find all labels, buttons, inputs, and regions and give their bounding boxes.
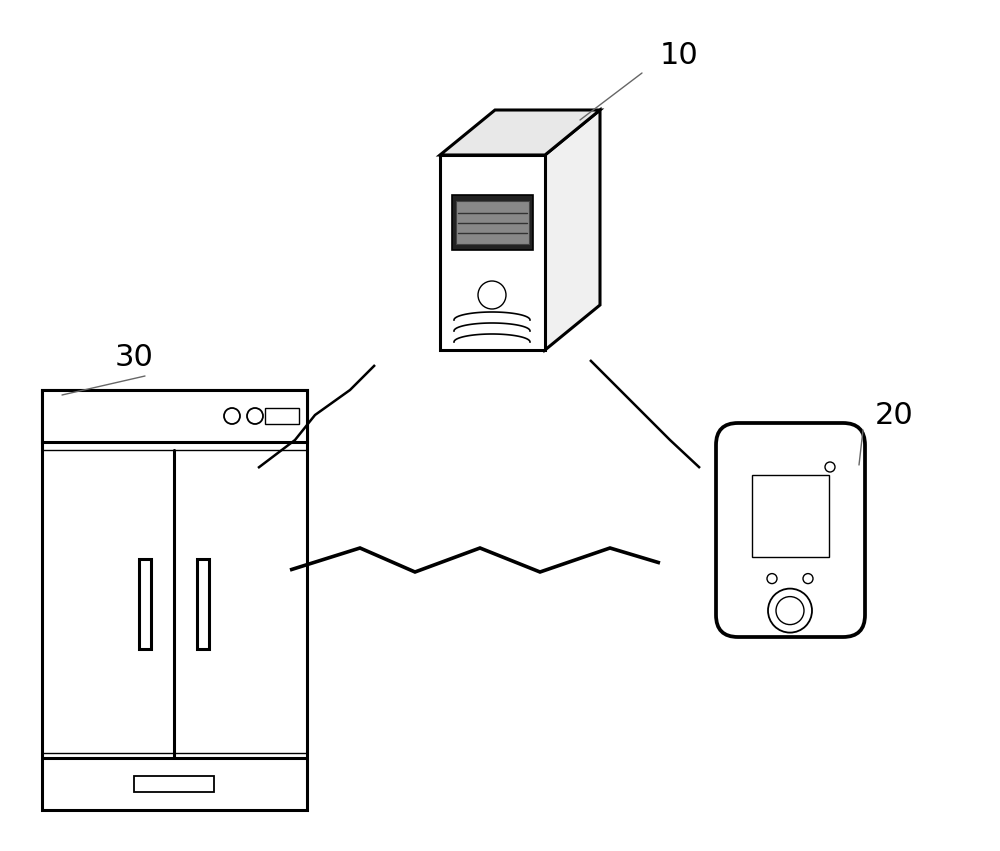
Polygon shape xyxy=(752,475,829,557)
Polygon shape xyxy=(42,390,307,442)
Circle shape xyxy=(803,574,813,584)
Circle shape xyxy=(767,574,777,584)
Polygon shape xyxy=(545,110,600,350)
FancyBboxPatch shape xyxy=(716,423,865,637)
Circle shape xyxy=(247,408,263,424)
Text: 20: 20 xyxy=(875,401,914,430)
Circle shape xyxy=(478,281,506,309)
Polygon shape xyxy=(197,559,209,649)
Polygon shape xyxy=(440,155,545,350)
Text: 10: 10 xyxy=(660,41,699,70)
Polygon shape xyxy=(42,390,307,810)
Polygon shape xyxy=(456,201,529,244)
Text: 30: 30 xyxy=(115,344,154,373)
Circle shape xyxy=(768,589,812,632)
Polygon shape xyxy=(265,408,299,424)
Circle shape xyxy=(776,597,804,625)
Polygon shape xyxy=(139,559,151,649)
Polygon shape xyxy=(134,776,214,792)
Polygon shape xyxy=(440,110,600,155)
Circle shape xyxy=(825,462,835,472)
Circle shape xyxy=(224,408,240,424)
Polygon shape xyxy=(452,195,533,250)
